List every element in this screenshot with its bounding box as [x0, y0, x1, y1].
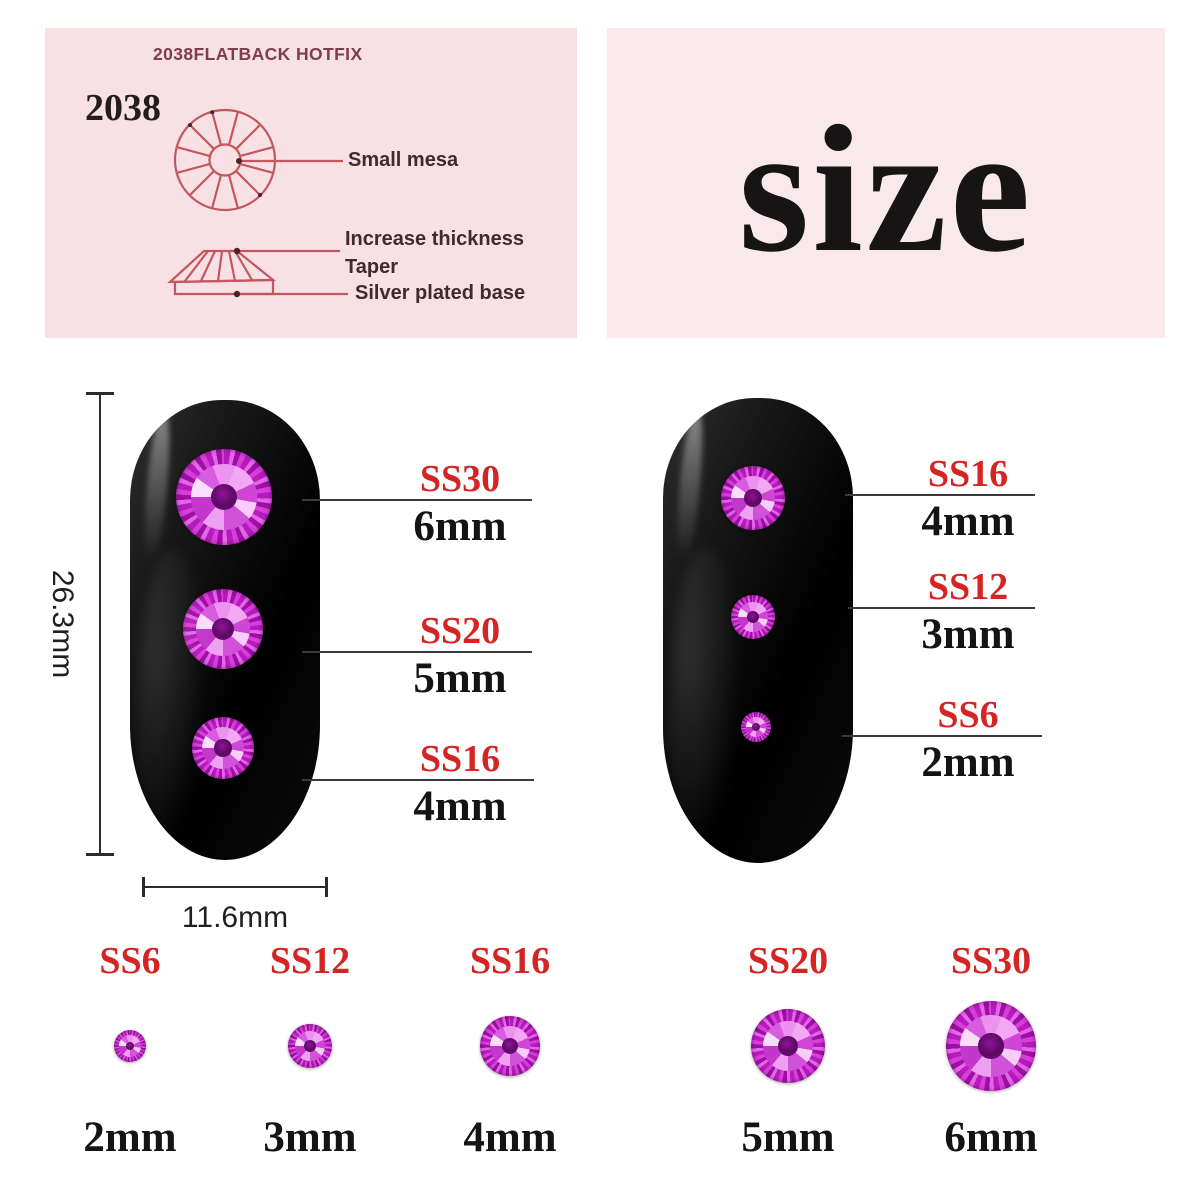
callout-anchor-dots: [188, 110, 262, 298]
stone-ss16: [480, 1016, 540, 1076]
stone-ss30: [176, 449, 272, 545]
ss-code-label: SS30: [419, 458, 501, 500]
ss-code-label: SS16: [927, 453, 1009, 495]
stone-slot: [480, 982, 540, 1110]
callout-line: [845, 494, 1035, 496]
stone-slot: [946, 982, 1036, 1110]
stone-slot: [751, 982, 825, 1110]
dimension-cap: [142, 877, 145, 897]
size-chart-item: SS30 6mm: [921, 942, 1061, 1159]
mm-size-label: 6mm: [944, 1114, 1038, 1161]
model-number: 2038: [85, 87, 161, 129]
callout-silver-plated-base: Silver plated base: [355, 282, 526, 304]
ss-code-label: SS6: [99, 940, 161, 982]
callout-line: [302, 499, 532, 501]
dimension-cap: [86, 392, 114, 395]
stone-slot: [114, 982, 146, 1110]
stone-ss20: [751, 1009, 825, 1083]
ss-code-label: SS16: [469, 940, 551, 982]
mm-size-label: 5mm: [741, 1114, 835, 1161]
length-dimension-line: [99, 393, 101, 855]
mm-size-label: 6mm: [413, 503, 507, 550]
callout-line: [848, 607, 1035, 609]
mm-size-label: 5mm: [413, 655, 507, 702]
mm-size-label: 4mm: [921, 498, 1015, 545]
nail-right: [663, 398, 853, 863]
size-chart-item: SS6 2mm: [60, 942, 200, 1159]
stone-ss20: [183, 589, 263, 669]
stone-ss12: [288, 1024, 332, 1068]
callout-increase-thickness: Increase thickness: [345, 228, 524, 250]
side-view-drawing: [167, 249, 348, 296]
size-chart-item: SS16 4mm: [440, 942, 580, 1159]
stone-slot: [288, 982, 332, 1110]
stone-ss30: [946, 1001, 1036, 1091]
mm-size-label: 3mm: [263, 1114, 357, 1161]
mm-size-label: 4mm: [413, 783, 507, 830]
spec-panel: 2038FLATBACK HOTFIX 2038: [45, 28, 577, 338]
ss-code-label: SS6: [937, 694, 999, 736]
rhinestone-structure-diagram: [167, 108, 348, 298]
size-panel: size: [607, 28, 1165, 338]
mm-size-label: 4mm: [463, 1114, 557, 1161]
stone-ss16: [721, 466, 785, 530]
nail-left: [130, 400, 320, 860]
stone-ss6: [741, 712, 771, 742]
ss-code-label: SS20: [419, 610, 501, 652]
ss-code-label: SS20: [747, 940, 829, 982]
callout-taper: Taper: [345, 256, 398, 278]
size-heading: size: [738, 89, 1034, 290]
ss-code-label: SS12: [927, 566, 1009, 608]
callout-line: [302, 651, 532, 653]
callout-line: [302, 779, 534, 781]
width-dimension-line: [143, 886, 327, 888]
ss-code-label: SS16: [419, 738, 501, 780]
dimension-cap: [86, 853, 114, 856]
size-chart-item: SS12 3mm: [240, 942, 380, 1159]
nail-length-value: 26.3mm: [46, 569, 79, 679]
size-chart-item: SS20 5mm: [718, 942, 858, 1159]
mm-size-label: 2mm: [83, 1114, 177, 1161]
stone-ss6: [114, 1030, 146, 1062]
callout-line: [842, 735, 1042, 737]
ss-code-label: SS12: [269, 940, 351, 982]
stone-ss16: [192, 717, 254, 779]
spec-panel-title: 2038FLATBACK HOTFIX: [153, 44, 363, 64]
dimension-cap: [325, 877, 328, 897]
mm-size-label: 2mm: [921, 739, 1015, 786]
mm-size-label: 3mm: [921, 611, 1015, 658]
top-view-drawing: [173, 108, 343, 212]
ss-code-label: SS30: [950, 940, 1032, 982]
stone-ss12: [731, 595, 775, 639]
callout-small-mesa: Small mesa: [348, 149, 459, 171]
nail-width-value: 11.6mm: [181, 901, 289, 934]
